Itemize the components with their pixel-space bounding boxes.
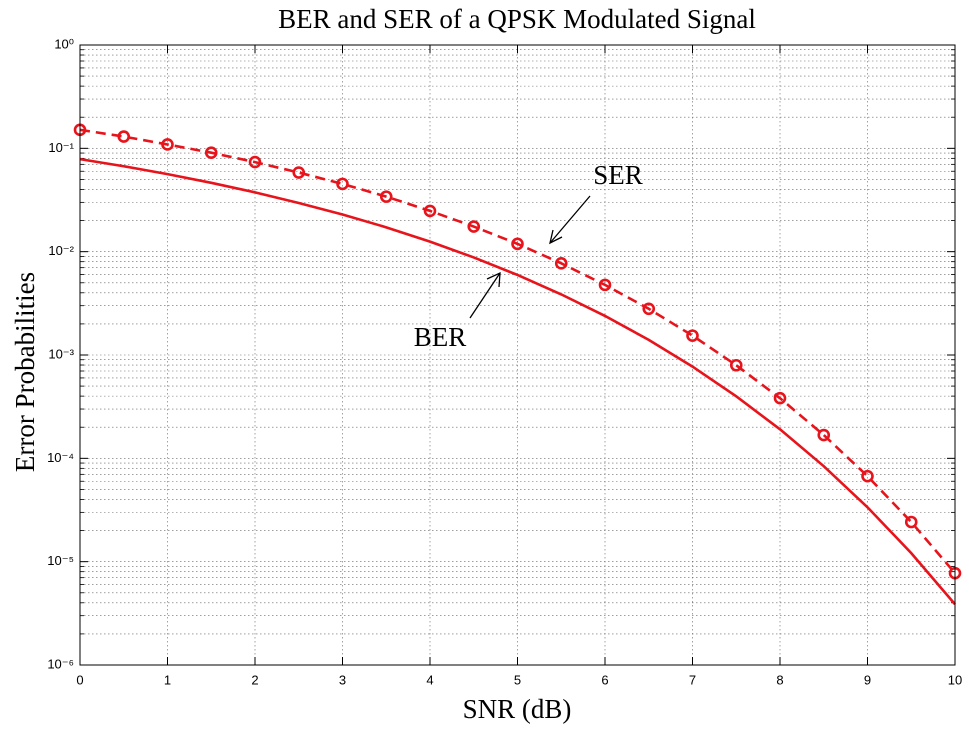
annotation: BER: [414, 322, 467, 352]
x-tick-label: 7: [689, 672, 696, 687]
x-tick-label: 5: [514, 672, 521, 687]
series-marker: [511, 237, 524, 251]
series-marker: [598, 278, 612, 292]
grid: [79, 44, 956, 666]
annotation-arrows: [469, 195, 591, 319]
ber-arrow: [469, 272, 501, 319]
series-marker: [904, 515, 918, 529]
series-marker: [161, 138, 174, 151]
plot-marks: [73, 123, 962, 606]
x-tick-label: 10: [948, 672, 962, 687]
y-tick-label: 10⁻⁴: [47, 450, 74, 465]
x-axis-label: SNR (dB): [463, 694, 572, 724]
ser-arrow: [549, 195, 591, 244]
series-marker: [248, 155, 262, 169]
ser-arrow-head: [549, 229, 563, 245]
plot-frame: [79, 44, 956, 666]
ber-arrow-head: [486, 271, 501, 288]
series-marker: [117, 130, 131, 143]
y-tick-label: 10⁻³: [48, 346, 74, 361]
series-marker: [817, 428, 831, 442]
y-tick-label: 10⁰: [54, 36, 74, 51]
x-tick-label: 2: [251, 672, 258, 687]
y-axis-label: Error Probabilities: [10, 272, 40, 472]
series-marker: [467, 220, 481, 233]
series-marker: [379, 190, 393, 203]
series-marker: [773, 391, 787, 405]
chart-title: BER and SER of a QPSK Modulated Signal: [278, 4, 756, 34]
series-marker: [204, 146, 218, 160]
x-tick-label: 0: [76, 672, 83, 687]
series-marker: [729, 358, 743, 372]
x-tick-label: 3: [339, 672, 346, 687]
x-tick-label: 8: [776, 672, 783, 687]
series-marker: [686, 329, 699, 342]
y-tick-label: 10⁻⁵: [47, 553, 74, 568]
y-tick-label: 10⁻²: [48, 243, 74, 258]
x-tick-label: 1: [164, 672, 171, 687]
x-tick-label: 9: [864, 672, 871, 687]
series-marker: [642, 302, 656, 316]
series-marker: [423, 204, 437, 218]
series-marker: [292, 166, 306, 179]
y-tick-label: 10⁻¹: [48, 140, 74, 155]
y-tick-label: 10⁻⁶: [47, 656, 74, 671]
series-line: [79, 157, 956, 606]
annotation: SER: [593, 160, 643, 190]
series-marker: [554, 257, 568, 270]
series-marker: [336, 177, 349, 191]
series-line: [79, 128, 956, 575]
x-tick-label: 4: [426, 672, 433, 687]
series-marker: [861, 469, 874, 483]
x-tick-label: 6: [601, 672, 608, 687]
